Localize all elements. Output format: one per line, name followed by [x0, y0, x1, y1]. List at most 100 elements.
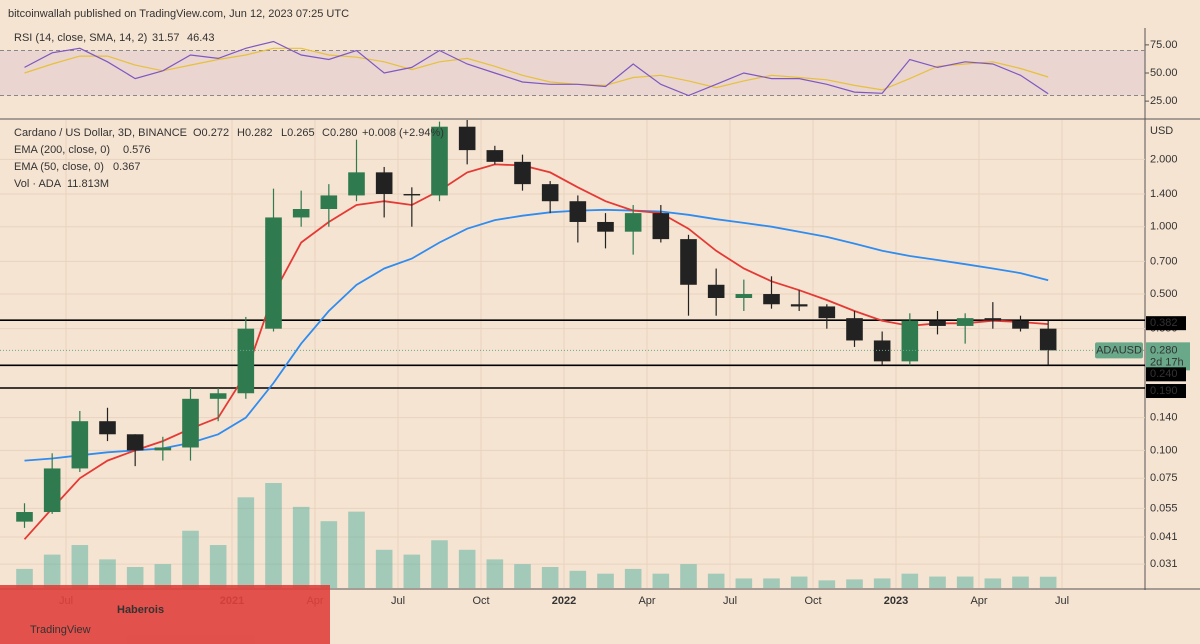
volume-bar: [1012, 576, 1029, 588]
volume-bar: [99, 559, 116, 588]
header: bitcoinwallah published on TradingView.c…: [8, 8, 349, 20]
x-tick-label: Oct: [804, 595, 821, 607]
volume-bar: [569, 570, 587, 588]
x-tick-label: Apr: [638, 595, 655, 607]
candle-body: [237, 328, 255, 394]
candle-body: [320, 195, 338, 209]
candle-body: [209, 393, 227, 399]
chart-title: Cardano / US Dollar, 3D, BINANCE: [14, 127, 187, 139]
volume-bar: [458, 549, 476, 588]
legend-value: 11.813M: [67, 178, 109, 190]
watermark-text: Haberois: [117, 604, 164, 616]
candle-body: [403, 194, 421, 196]
volume-bar: [680, 564, 697, 588]
candle-body: [901, 320, 919, 362]
volume-bar: [71, 545, 89, 588]
y-tick-label: 0.031: [1150, 558, 1178, 570]
candle-body: [541, 184, 559, 202]
candle-body: [735, 294, 753, 298]
price-label: 0.280: [1150, 344, 1178, 356]
rsi-band: [0, 50, 1145, 96]
y-tick-label: 0.055: [1150, 502, 1178, 514]
volume-bar: [846, 579, 863, 588]
countdown-label: 2d 17h: [1150, 356, 1184, 368]
y-tick-label: 0.075: [1150, 472, 1178, 484]
volume-bar: [209, 545, 227, 588]
candle-body: [1039, 328, 1057, 351]
volume-bar: [403, 554, 421, 588]
volume-bar: [375, 549, 393, 588]
watermark-banner: [0, 585, 330, 644]
volume-bar: [873, 578, 891, 588]
candle-body: [16, 512, 33, 522]
level-tag: [1146, 384, 1186, 399]
symbol-label: ADAUSD: [1096, 344, 1142, 356]
x-tick-label: Apr: [970, 595, 987, 607]
y-tick-label: 0.700: [1150, 255, 1178, 267]
volume-bar: [707, 573, 725, 588]
legend-name: EMA (50, close, 0): [14, 161, 104, 173]
volume-bar: [735, 578, 753, 588]
legend-name: Vol · ADA: [14, 178, 62, 190]
volume-bar: [1039, 576, 1057, 588]
candle-body: [265, 217, 282, 329]
volume-bar: [929, 576, 946, 588]
candle-body: [1012, 320, 1029, 329]
x-tick-label: 2022: [552, 595, 576, 607]
candle-body: [652, 213, 670, 240]
rsi-tick-label: 25.00: [1150, 95, 1178, 107]
x-tick-label: Jul: [391, 595, 405, 607]
volume-bar: [348, 511, 365, 588]
y-tick-label: 1.000: [1150, 221, 1178, 233]
x-tick-label: Jul: [1055, 595, 1069, 607]
candle-body: [126, 434, 144, 451]
symbol-tag: [1095, 342, 1143, 359]
candle-body: [292, 208, 310, 218]
y-tick-label: 0.041: [1150, 531, 1178, 543]
volume-bar: [652, 573, 670, 588]
volume-bar: [790, 576, 808, 588]
price-tag: [1146, 342, 1190, 371]
volume-bar: [182, 530, 199, 588]
volume-bar: [431, 540, 448, 588]
ohlc-label: L0.265: [281, 127, 315, 139]
watermark-logo: TradingView: [30, 624, 91, 636]
candle-body: [790, 304, 808, 307]
rsi-value: 31.57: [152, 32, 180, 44]
ema-line: [23, 163, 1049, 540]
volume-bar: [763, 578, 780, 588]
ohlc-label: O0.272: [193, 127, 229, 139]
volume-bar: [624, 568, 642, 588]
y-tick-label: 0.140: [1150, 412, 1178, 424]
candle-body: [956, 318, 974, 326]
rsi-tick-label: 50.00: [1150, 67, 1178, 79]
volume-bar: [984, 578, 1002, 588]
volume-bar: [597, 573, 614, 588]
candle-body: [375, 172, 393, 195]
rsi-line: [24, 47, 1049, 91]
rsi-sma-value: 46.43: [187, 32, 215, 44]
candle-body: [818, 306, 836, 319]
volume-bar: [514, 564, 531, 588]
candle-body: [43, 468, 61, 513]
rsi-tick-label: 75.00: [1150, 39, 1178, 51]
volume-bar: [956, 576, 974, 588]
volume-bar: [292, 506, 310, 588]
candle-body: [624, 213, 642, 232]
level-label: 0.190: [1150, 385, 1178, 397]
y-tick-label: 0.500: [1150, 288, 1178, 300]
candle-body: [514, 161, 531, 185]
legend-value: 0.576: [123, 144, 151, 156]
volume-bar: [486, 559, 504, 588]
level-label: 0.382: [1150, 317, 1178, 329]
ema-line: [24, 208, 1049, 462]
volume-bar: [265, 483, 282, 588]
x-tick-label: 2023: [884, 595, 908, 607]
level-tag: [1146, 316, 1186, 331]
x-tick-label: Oct: [472, 595, 489, 607]
candle-body: [597, 221, 614, 232]
legend-name: EMA (200, close, 0): [14, 144, 110, 156]
candle-body: [431, 126, 448, 196]
rsi-title: RSI (14, close, SMA, 14, 2): [14, 32, 147, 44]
